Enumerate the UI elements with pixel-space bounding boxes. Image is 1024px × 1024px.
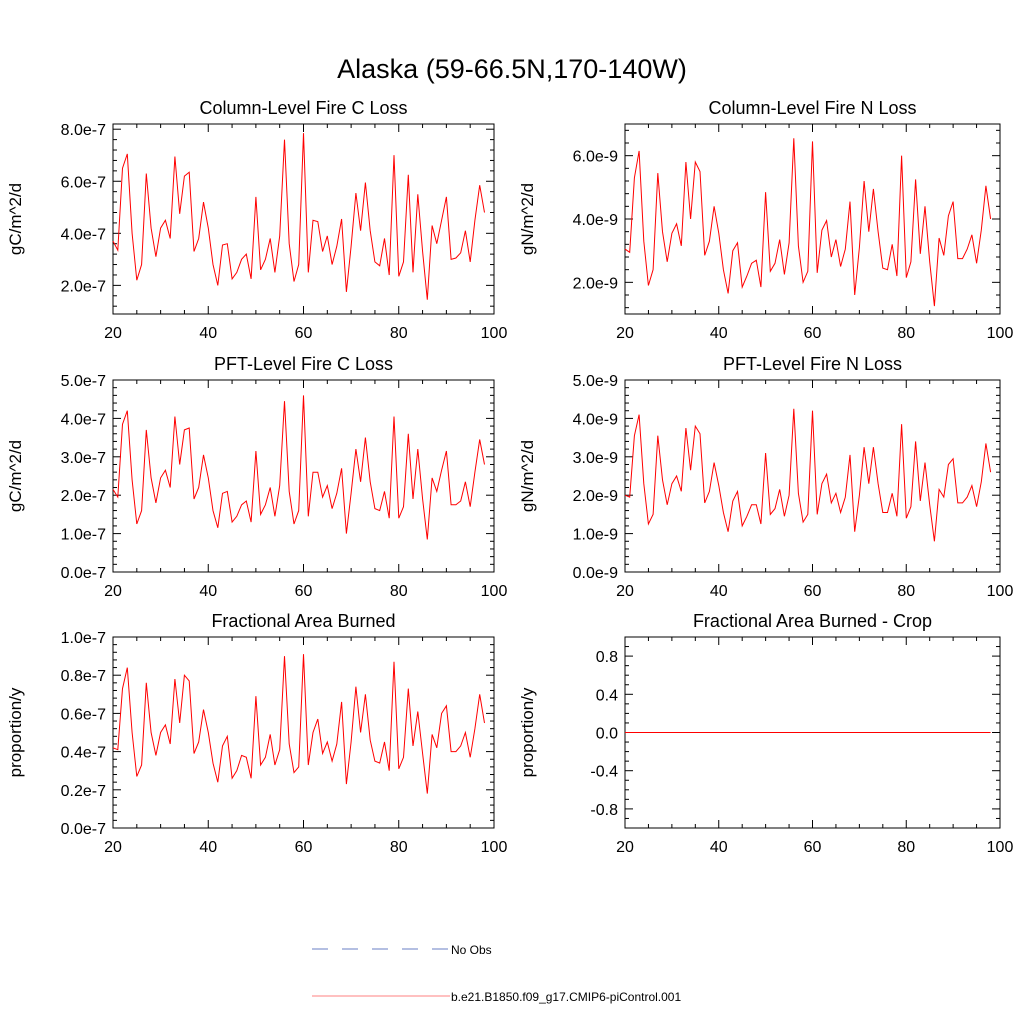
panel-pft-level-fire-n-loss: PFT-Level Fire N Loss 20 40 60 80 100 0.0e-9 1.…	[518, 354, 1013, 600]
x-tick-label: 60	[295, 839, 313, 856]
x-tick-label: 40	[710, 325, 728, 342]
legend-label-model: b.e21.B1850.f09_g17.CMIP6-piControl.001	[451, 990, 681, 1004]
x-tick-label: 20	[616, 839, 634, 856]
x-tick-label: 60	[295, 325, 313, 342]
x-tick-label: 20	[104, 839, 122, 856]
y-tick-label: 6.0e-9	[573, 149, 618, 166]
panel-title: Fractional Area Burned - Crop	[693, 611, 932, 631]
x-tick-label: 20	[616, 583, 634, 600]
x-tick-label: 40	[199, 839, 217, 856]
y-tick-label: 2.0e-7	[61, 488, 106, 505]
x-tick-label: 60	[804, 325, 822, 342]
panel-fractional-area-burned-crop: Fractional Area Burned - Crop 20 40 60 80 100…	[518, 611, 1013, 856]
plot-frame	[624, 379, 1001, 573]
x-tick-label: 100	[987, 839, 1014, 856]
y-tick-label: 0.6e-7	[61, 706, 106, 723]
x-tick-label: 60	[804, 839, 822, 856]
y-tick-label: 1.0e-7	[61, 630, 106, 647]
x-tick-label: 80	[390, 839, 408, 856]
series-line-model	[112, 133, 485, 300]
panel-fractional-area-burned: Fractional Area Burned 20 40 60 80 100 0.0e-7 0…	[6, 611, 507, 856]
x-tick-label: 80	[897, 325, 915, 342]
panel-title: Fractional Area Burned	[211, 611, 395, 631]
series-line-model	[112, 395, 485, 540]
y-tick-label: 1.0e-9	[573, 527, 618, 544]
y-tick-label: 2.0e-7	[61, 278, 106, 295]
y-axis-label: gC/m^2/d	[6, 440, 25, 512]
y-tick-label: 5.0e-7	[61, 373, 106, 390]
x-tick-label: 80	[897, 583, 915, 600]
panel-column-level-fire-n-loss: Column-Level Fire N Loss 20 40 60 80 100 2.0e-…	[518, 98, 1013, 342]
x-tick-label: 20	[104, 583, 122, 600]
panel-title: Column-Level Fire C Loss	[199, 98, 407, 118]
x-tick-label: 100	[481, 325, 508, 342]
x-tick-label: 80	[390, 325, 408, 342]
y-tick-label: 0.0e-7	[61, 821, 106, 838]
y-tick-label: 0.8e-7	[61, 668, 106, 685]
y-tick-label: 2.0e-9	[573, 275, 618, 292]
panel-title: PFT-Level Fire N Loss	[723, 354, 902, 374]
figure-title: Alaska (59-66.5N,170-140W)	[337, 54, 687, 84]
panel-title: PFT-Level Fire C Loss	[214, 354, 393, 374]
y-tick-label: 3.0e-9	[573, 450, 618, 467]
plot-frame	[112, 379, 495, 573]
y-tick-label: 3.0e-7	[61, 450, 106, 467]
y-tick-label: 4.0e-9	[573, 212, 618, 229]
y-tick-label: 1.0e-7	[61, 527, 106, 544]
x-tick-label: 100	[987, 325, 1014, 342]
y-tick-label: 0.0e-9	[573, 565, 618, 582]
plot-frame	[112, 123, 495, 315]
x-tick-label: 100	[481, 583, 508, 600]
x-tick-label: 20	[104, 325, 122, 342]
y-tick-label: 2.0e-9	[573, 488, 618, 505]
y-axis-label: gC/m^2/d	[6, 183, 25, 255]
y-tick-label: 0.4	[596, 687, 618, 704]
x-tick-label: 40	[199, 583, 217, 600]
y-tick-label: 0.4e-7	[61, 745, 106, 762]
x-tick-label: 20	[616, 325, 634, 342]
y-tick-label: -0.8	[590, 802, 618, 819]
panel-grid: Column-Level Fire C Loss 20 40 60 80 100 2.0e-…	[6, 98, 1013, 856]
panel-title: Column-Level Fire N Loss	[708, 98, 916, 118]
y-tick-label: 0.0e-7	[61, 565, 106, 582]
y-axis-label: proportion/y	[518, 687, 537, 777]
x-tick-label: 60	[295, 583, 313, 600]
y-tick-label: 0.8	[596, 649, 618, 666]
x-tick-label: 40	[710, 839, 728, 856]
legend-label-no-obs: No Obs	[451, 943, 492, 957]
y-tick-label: 4.0e-7	[61, 411, 106, 428]
y-axis-label: gN/m^2/d	[518, 183, 537, 255]
x-tick-label: 100	[987, 583, 1014, 600]
y-tick-label: -0.4	[590, 764, 618, 781]
series-line-model	[624, 138, 992, 307]
y-tick-label: 4.0e-7	[61, 226, 106, 243]
y-tick-label: 6.0e-7	[61, 174, 106, 191]
y-axis-label: proportion/y	[6, 687, 25, 777]
y-tick-label: 4.0e-9	[573, 411, 618, 428]
x-tick-label: 80	[897, 839, 915, 856]
legend: No Obs b.e21.B1850.f09_g17.CMIP6-piContr…	[312, 943, 681, 1004]
series-line-model	[112, 654, 485, 794]
panel-pft-level-fire-c-loss: PFT-Level Fire C Loss 20 40 60 80 100 0.0e-7 1.…	[6, 354, 507, 600]
x-tick-label: 80	[390, 583, 408, 600]
y-tick-label: 0.2e-7	[61, 783, 106, 800]
x-tick-label: 100	[481, 839, 508, 856]
y-axis-label: gN/m^2/d	[518, 440, 537, 512]
y-tick-label: 0.0	[596, 726, 618, 743]
series-line-model	[624, 408, 992, 542]
x-tick-label: 40	[710, 583, 728, 600]
panel-column-level-fire-c-loss: Column-Level Fire C Loss 20 40 60 80 100 2.0e-…	[6, 98, 507, 342]
y-tick-label: 8.0e-7	[61, 122, 106, 139]
y-tick-label: 5.0e-9	[573, 373, 618, 390]
x-tick-label: 60	[804, 583, 822, 600]
x-tick-label: 40	[199, 325, 217, 342]
